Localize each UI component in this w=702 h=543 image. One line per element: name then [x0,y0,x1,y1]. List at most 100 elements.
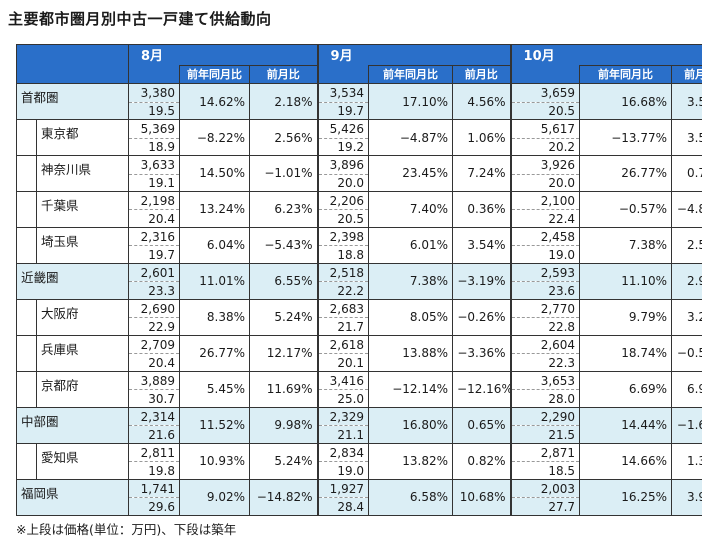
mom-cell: 6.55% [248,262,319,300]
age-cell: 19.7 [128,245,180,264]
header-pad [316,65,370,85]
table-row-sub: 30.7 25.0 28.0 [17,389,702,408]
age-cell: 29.6 [128,497,180,516]
table-row-sub: 20.4 20.5 22.4 [17,209,702,228]
indent-cell [16,370,37,408]
price-cell: 2,811 [128,442,180,463]
table-row: 千葉県 2,198 13.24% 6.23% 2,206 7.40% 0.36% 2,100−… [16,190,702,228]
indent-cell [16,298,37,336]
mom-cell: 5.24% [248,298,319,336]
table-row-sub: 20.4 20.1 22.3 [17,353,702,372]
price-cell: 2,871 [509,442,581,463]
mom-cell: 1.06% [452,119,512,156]
age-cell: 22.3 [509,353,581,372]
region-label: 福岡県 [16,478,129,517]
mom-cell: 12.17% [248,334,319,372]
price-cell: 2,834 [316,442,370,463]
age-cell: 23.3 [128,281,180,300]
yoy-cell: 18.74% [579,334,673,372]
region-label: 近畿圏 [16,262,129,300]
price-cell: 3,926 [509,155,581,175]
age-cell: 19.7 [316,102,370,121]
table-row: 京都府 3,889 5.45% 11.69% 3,416 −12.14% −12.16% 3,… [16,370,702,408]
price-cell: 3,653 [509,370,581,391]
mom-cell: −1.01% [248,155,319,192]
age-cell: 19.5 [128,102,180,121]
price-cell: 2,290 [509,406,581,427]
table-row: 兵庫県 2,709 26.77% 12.17% 2,618 13.88% −3.36% 2,6… [16,334,702,372]
table-row: 首都圏 3,380 14.62% 2.18% 3,534 17.10% 4.56% 3,659… [16,83,702,121]
yoy-cell: 6.04% [179,226,250,264]
age-cell: 20.4 [128,209,180,228]
price-cell: 2,329 [316,406,370,427]
table-row: 中部圏 2,314 11.52% 9.98% 2,329 16.80% 0.65% 2,290… [16,406,702,444]
yoy-cell: 13.88% [368,334,454,372]
age-cell: 21.7 [316,317,370,336]
prefecture-label: 埼玉県 [36,226,129,264]
table-row: 愛知県 2,811 10.93% 5.24% 2,834 13.82% 0.82% 2,871… [16,442,702,480]
yoy-cell: 6.58% [368,478,454,517]
age-cell: 20.5 [509,102,581,121]
table-row: 福岡県 1,741 9.02% −14.82% 1,927 6.58% 10.68% 2,00… [16,478,702,517]
mom-cell: −0.53% [671,334,702,372]
age-cell: 18.8 [316,245,370,264]
yoy-cell: 16.25% [579,478,673,517]
price-cell: 2,100 [509,190,581,211]
age-cell: 20.1 [316,353,370,372]
age-cell: 22.4 [509,209,581,228]
header-corner [16,43,129,85]
yoy-cell: 9.79% [579,298,673,336]
yoy-cell: −4.87% [368,119,454,156]
age-cell: 28.0 [509,389,581,408]
mom-cell: 3.24% [671,298,702,336]
mom-cell: 0.65% [452,406,512,444]
month-header: 8月 [127,44,319,66]
mom-cell: 3.54% [452,226,512,264]
age-cell: 19.0 [509,245,581,264]
table-row: 大阪府 2,690 8.38% 5.24% 2,683 8.05% −0.26% 2,770 9… [16,298,702,336]
price-cell: 3,659 [509,83,581,103]
mom-cell: 3.52% [671,119,702,156]
indent-cell [16,190,37,228]
age-cell: 19.8 [128,461,180,480]
yoy-cell: −8.22% [179,119,250,156]
mom-cell: 9.98% [248,406,319,444]
prefecture-label: 神奈川県 [36,155,129,192]
price-cell: 2,593 [509,262,581,283]
price-cell: 5,369 [128,119,180,139]
price-cell: 2,314 [128,406,180,427]
yoy-cell: 26.77% [179,334,250,372]
prefecture-label: 東京都 [36,119,129,156]
price-cell: 2,398 [316,226,370,247]
mom-cell: 7.24% [452,155,512,192]
yoy-cell: 14.66% [579,442,673,480]
prefecture-label: 京都府 [36,370,129,408]
age-cell: 27.7 [509,497,581,516]
age-cell: 30.7 [128,389,180,408]
yoy-cell: 8.38% [179,298,250,336]
price-cell: 2,709 [128,334,180,355]
mom-cell: −1.67% [671,406,702,444]
price-cell: 2,601 [128,262,180,283]
region-label: 中部圏 [16,406,129,444]
prefecture-label: 愛知県 [36,442,129,480]
yoy-cell: 23.45% [368,155,454,192]
prefecture-label: 兵庫県 [36,334,129,372]
table-row-sub: 19.8 19.0 18.5 [17,461,702,480]
price-cell: 5,617 [509,119,581,139]
yoy-cell: 6.69% [579,370,673,408]
price-cell: 3,889 [128,370,180,391]
age-cell: 21.1 [316,425,370,444]
mom-cell: 5.24% [248,442,319,480]
mom-header: 前月比 [248,64,319,85]
mom-header: 前月比 [452,64,512,85]
yoy-cell: 11.52% [179,406,250,444]
yoy-cell: 16.68% [579,83,673,121]
header-months-row: 8月 9月 10月 [16,43,702,85]
age-cell: 22.2 [316,281,370,300]
yoy-header: 前年同月比 [579,64,673,85]
age-cell: 20.0 [509,174,581,192]
table-row-sub: 29.6 28.4 27.7 [17,497,702,516]
price-cell: 2,770 [509,298,581,319]
yoy-cell: 14.44% [579,406,673,444]
